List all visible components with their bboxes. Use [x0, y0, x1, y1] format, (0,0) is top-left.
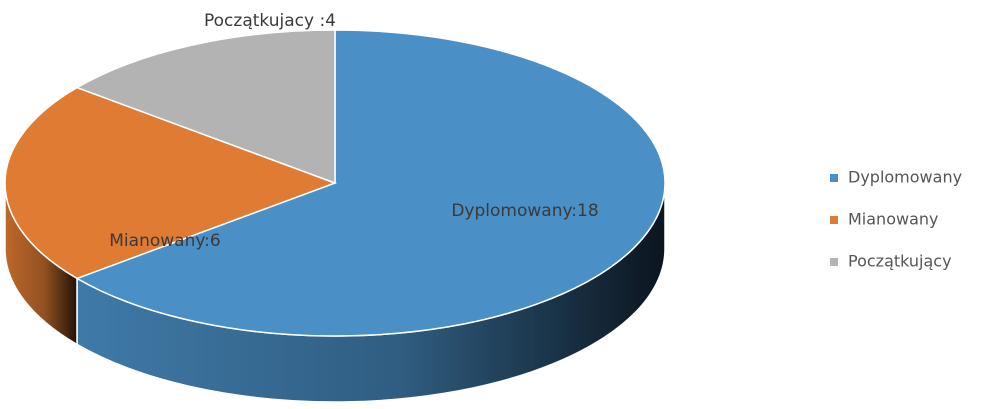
legend-swatch — [830, 216, 838, 224]
slice — [75, 29, 666, 337]
legend-swatch — [830, 258, 838, 266]
slice — [75, 29, 336, 185]
legend-label: Początkujący — [848, 252, 952, 271]
data-label: Dyplomowany:18 — [451, 201, 598, 221]
data-label: Mianowany:6 — [109, 231, 220, 251]
legend-swatch — [830, 174, 838, 182]
legend-label: Dyplomowany — [848, 168, 962, 187]
data-label: Początkujacy :4 — [204, 11, 336, 31]
legend-label: Mianowany — [848, 210, 938, 229]
slice — [4, 86, 338, 280]
